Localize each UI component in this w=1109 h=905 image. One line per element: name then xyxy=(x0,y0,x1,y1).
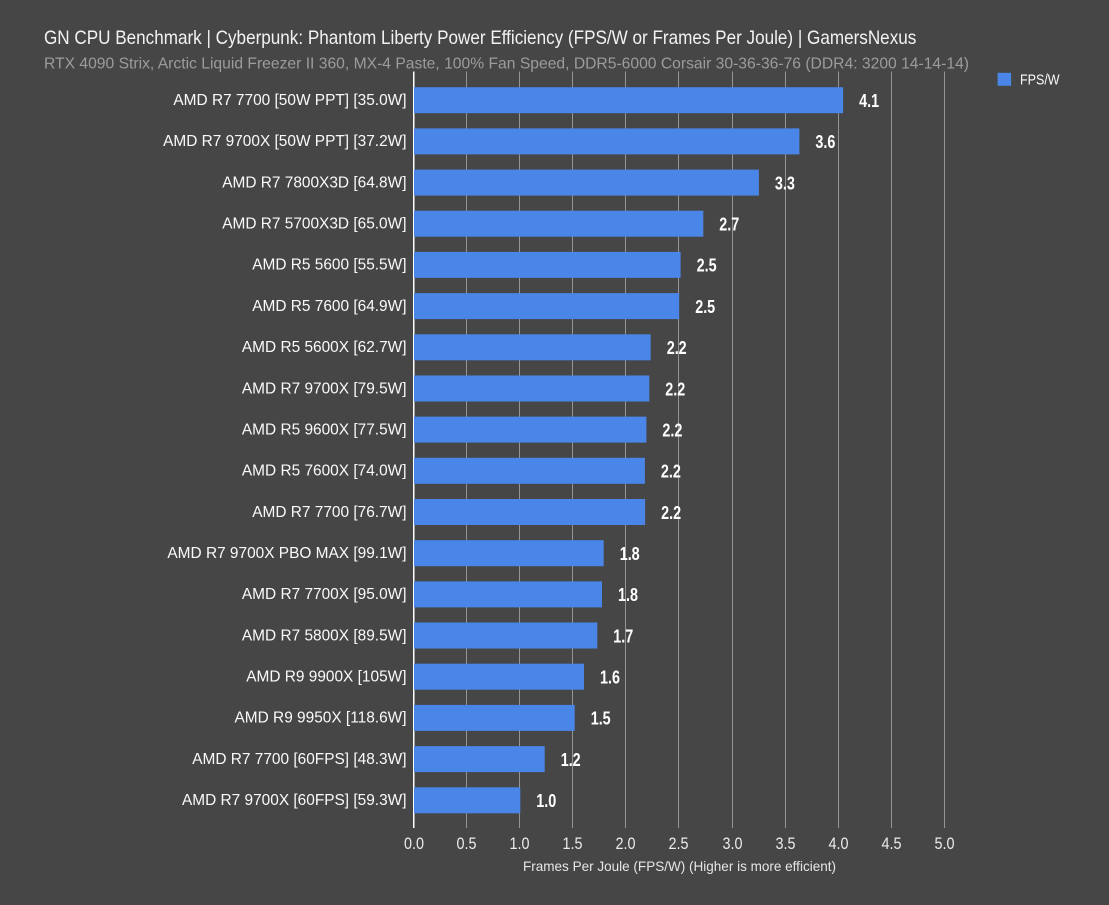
svg-text:AMD R5 5600X [62.7W]: AMD R5 5600X [62.7W] xyxy=(242,339,407,356)
svg-text:2.5: 2.5 xyxy=(669,834,689,853)
svg-text:AMD R7 9700X [60FPS] [59.3W]: AMD R7 9700X [60FPS] [59.3W] xyxy=(182,792,407,809)
svg-text:2.5: 2.5 xyxy=(695,297,715,317)
svg-text:AMD R5 5600 [55.5W]: AMD R5 5600 [55.5W] xyxy=(252,257,406,274)
svg-text:AMD R5 7600X [74.0W]: AMD R5 7600X [74.0W] xyxy=(242,463,407,480)
svg-text:1.2: 1.2 xyxy=(561,750,581,770)
svg-text:AMD R7 7700 [76.7W]: AMD R7 7700 [76.7W] xyxy=(252,504,406,521)
svg-text:AMD R7 9700X [50W PPT] [37.2W]: AMD R7 9700X [50W PPT] [37.2W] xyxy=(163,133,406,150)
svg-text:2.2: 2.2 xyxy=(661,503,681,523)
svg-text:5.0: 5.0 xyxy=(935,834,955,853)
svg-text:1.0: 1.0 xyxy=(510,834,530,853)
svg-text:2.2: 2.2 xyxy=(667,338,687,358)
svg-text:0.0: 0.0 xyxy=(404,834,424,853)
svg-text:RTX 4090 Strix, Arctic Liquid: RTX 4090 Strix, Arctic Liquid Freezer II… xyxy=(44,55,969,72)
svg-text:1.5: 1.5 xyxy=(591,709,611,729)
svg-text:AMD R7 5800X [89.5W]: AMD R7 5800X [89.5W] xyxy=(242,627,407,644)
svg-text:4.0: 4.0 xyxy=(829,834,849,853)
svg-text:AMD R5 9600X [77.5W]: AMD R5 9600X [77.5W] xyxy=(242,421,407,438)
svg-text:3.5: 3.5 xyxy=(776,834,796,853)
svg-text:1.8: 1.8 xyxy=(620,544,640,564)
svg-text:0.5: 0.5 xyxy=(457,834,477,853)
svg-text:AMD R7 7700 [60FPS] [48.3W]: AMD R7 7700 [60FPS] [48.3W] xyxy=(192,751,406,768)
svg-text:Frames Per Joule (FPS/W) (High: Frames Per Joule (FPS/W) (Higher is more… xyxy=(523,858,836,874)
svg-text:1.5: 1.5 xyxy=(563,834,583,853)
svg-text:2.2: 2.2 xyxy=(665,379,685,399)
svg-text:3.6: 3.6 xyxy=(815,132,835,152)
svg-text:AMD R7 5700X3D [65.0W]: AMD R7 5700X3D [65.0W] xyxy=(222,216,406,233)
svg-text:1.8: 1.8 xyxy=(618,585,638,605)
svg-text:AMD R7 7700 [50W PPT] [35.0W]: AMD R7 7700 [50W PPT] [35.0W] xyxy=(173,92,406,109)
svg-text:4.5: 4.5 xyxy=(882,834,902,853)
svg-text:1.0: 1.0 xyxy=(536,791,556,811)
svg-text:FPS/W: FPS/W xyxy=(1020,72,1060,88)
svg-text:AMD R7 7800X3D [64.8W]: AMD R7 7800X3D [64.8W] xyxy=(222,174,406,191)
svg-text:2.2: 2.2 xyxy=(661,462,681,482)
svg-text:AMD R7 9700X PBO MAX [99.1W]: AMD R7 9700X PBO MAX [99.1W] xyxy=(167,545,406,562)
svg-text:2.7: 2.7 xyxy=(719,215,739,235)
svg-text:AMD R9 9900X [105W]: AMD R9 9900X [105W] xyxy=(246,669,406,686)
svg-text:3.0: 3.0 xyxy=(723,834,743,853)
svg-text:4.1: 4.1 xyxy=(859,91,879,111)
svg-text:1.6: 1.6 xyxy=(600,668,620,688)
svg-text:2.0: 2.0 xyxy=(616,834,636,853)
svg-text:3.3: 3.3 xyxy=(775,173,795,193)
svg-text:GN CPU Benchmark | Cyberpunk:: GN CPU Benchmark | Cyberpunk: Phantom Li… xyxy=(44,27,917,49)
svg-text:AMD R7 9700X [79.5W]: AMD R7 9700X [79.5W] xyxy=(242,380,407,397)
svg-text:2.5: 2.5 xyxy=(697,256,717,276)
svg-text:AMD R5 7600 [64.9W]: AMD R5 7600 [64.9W] xyxy=(252,298,406,315)
svg-text:1.7: 1.7 xyxy=(613,626,633,646)
svg-text:2.2: 2.2 xyxy=(662,420,682,440)
svg-text:AMD R7 7700X [95.0W]: AMD R7 7700X [95.0W] xyxy=(242,586,407,603)
svg-text:AMD R9 9950X [118.6W]: AMD R9 9950X [118.6W] xyxy=(235,710,407,727)
